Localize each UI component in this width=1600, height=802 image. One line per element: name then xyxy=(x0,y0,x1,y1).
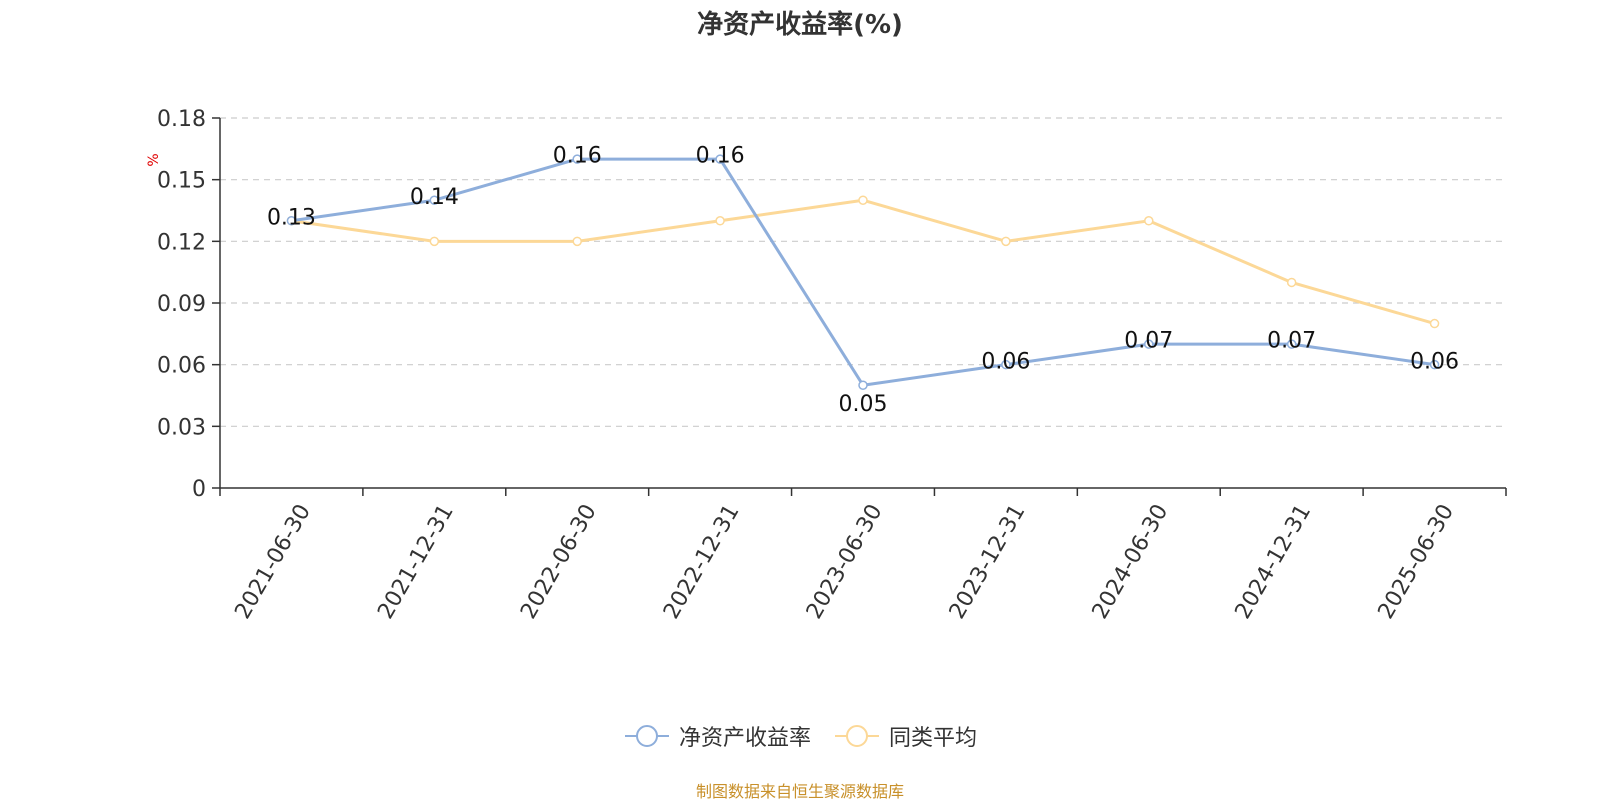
data-point-peer-average xyxy=(858,195,868,205)
y-tick-label: 0.15 xyxy=(157,169,206,194)
data-label: 0.16 xyxy=(696,144,745,169)
y-tick-label: 0.03 xyxy=(157,415,206,440)
data-label: 0.06 xyxy=(1410,349,1459,374)
legend-label-peer-average: 同类平均 xyxy=(889,726,978,751)
data-labels: 0.13 0.14 0.16 0.16 0.05 0.06 0.07 0.07 0.06 xyxy=(267,144,1459,417)
chart-area: 0 0.03 0.06 0.09 0.12 0.15 0.18 2021-06-30 2021-… xyxy=(146,107,1507,623)
data-point-roe xyxy=(1001,359,1011,370)
y-tick-label: 0.09 xyxy=(157,292,206,317)
x-tick-label: 2021-12-31 xyxy=(373,500,459,623)
data-point-roe xyxy=(858,380,868,390)
data-point-peer-average xyxy=(715,216,725,226)
data-point-roe xyxy=(286,216,297,226)
y-axis-label: % xyxy=(146,153,162,166)
data-label: 0.06 xyxy=(981,349,1030,374)
x-tick-label: 2025-06-30 xyxy=(1374,500,1460,623)
data-point-roe xyxy=(572,154,582,164)
y-tick-label: 0 xyxy=(192,477,206,502)
data-source-note: 制图数据来自恒生聚源数据库 xyxy=(695,782,904,801)
data-point-peer-average xyxy=(429,236,440,247)
data-point-roe xyxy=(715,154,725,164)
legend-item-peer-average[interactable]: 同类平均 xyxy=(833,720,977,752)
data-point-roe xyxy=(1286,339,1297,349)
legend-line-circle-icon xyxy=(624,725,669,747)
legend-item-roe[interactable]: 净资产收益率 xyxy=(623,720,811,752)
data-point-peer-average xyxy=(1001,236,1011,247)
data-point-peer-average xyxy=(1429,318,1440,329)
data-point-peer-average xyxy=(1144,216,1154,226)
x-tick-label: 2022-12-31 xyxy=(659,500,745,623)
x-tick-label: 2021-06-30 xyxy=(230,500,316,623)
data-point-peer-average xyxy=(1286,277,1297,288)
series-line-peer-average xyxy=(291,198,1435,325)
data-label: 0.07 xyxy=(1267,329,1316,354)
data-point-peer-average xyxy=(572,236,582,247)
legend-label-roe: 净资产收益率 xyxy=(678,726,811,751)
series-group xyxy=(286,154,1440,390)
legend: 净资产收益率 同类平均 xyxy=(0,720,1600,752)
series-line-roe xyxy=(291,157,1435,387)
y-tick-label: 0.06 xyxy=(157,354,206,379)
data-label: 0.13 xyxy=(267,205,316,230)
y-tick-label: 0.12 xyxy=(157,230,206,255)
x-tick-label: 2023-06-30 xyxy=(802,500,888,623)
data-point-roe xyxy=(429,195,440,205)
x-tick-label: 2022-06-30 xyxy=(516,500,602,623)
data-label: 0.16 xyxy=(553,144,602,169)
chart-title: 净资产收益率(%) xyxy=(697,10,903,40)
data-point-roe xyxy=(1144,339,1154,349)
data-point-roe xyxy=(1429,359,1440,370)
data-label: 0.14 xyxy=(410,185,459,210)
legend-line-circle-icon xyxy=(835,725,879,747)
data-label: 0.05 xyxy=(839,392,888,417)
x-tick-label: 2024-12-31 xyxy=(1231,500,1317,623)
x-tick-label: 2024-06-30 xyxy=(1088,500,1174,623)
y-tick-label: 0.18 xyxy=(157,107,206,132)
gridlines xyxy=(220,117,1506,427)
data-label: 0.07 xyxy=(1124,329,1173,354)
x-tick-label: 2023-12-31 xyxy=(945,500,1031,623)
